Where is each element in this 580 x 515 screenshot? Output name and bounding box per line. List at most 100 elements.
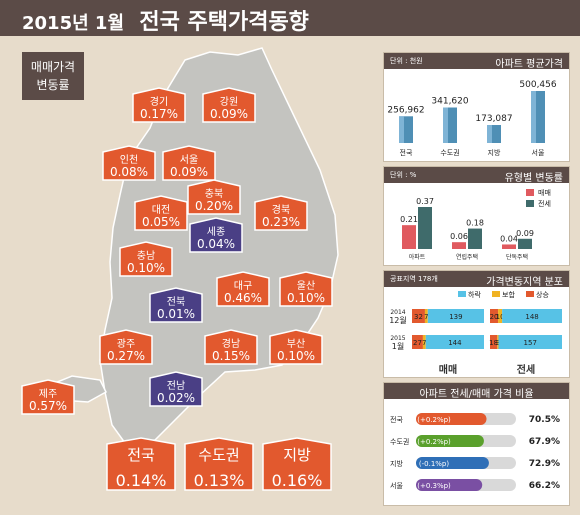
ratio-bar: [416, 457, 489, 469]
dist-legend-swatch: [526, 291, 534, 297]
type-value: 0.37: [416, 197, 434, 206]
region-value: 0.02%: [157, 391, 195, 405]
dist-segment: [424, 309, 428, 323]
ratio-bar: [416, 413, 487, 425]
type-bar: [468, 228, 482, 249]
region-badge: [99, 329, 153, 365]
region-name: 전국: [127, 446, 155, 464]
dist-value: 32: [414, 313, 423, 321]
region-badge: [149, 287, 203, 323]
dist-group-label: 전세: [517, 363, 535, 376]
region-name: 인천: [120, 154, 138, 166]
dist-segment: [498, 335, 562, 349]
region-name: 강원: [220, 96, 238, 108]
avg-price-value: 173,087: [475, 114, 512, 124]
dist-period-month: 12월: [389, 315, 407, 325]
ratio-category: 수도권: [390, 438, 409, 446]
dist-segment: [490, 309, 499, 323]
dist-legend-label: 하락: [468, 290, 481, 299]
region-badge: [187, 179, 241, 215]
dist-segment: [498, 309, 503, 323]
type-legend-label: 전세: [538, 199, 551, 208]
region-name: 충남: [137, 250, 155, 262]
type-bar: [452, 242, 466, 249]
region-badge: [279, 271, 333, 307]
region-label-summary1: 수도권 0.13%: [184, 437, 254, 491]
region-value: 0.10%: [127, 261, 165, 275]
region-badge: [21, 379, 75, 415]
region-label-r3: 서울0.09%: [162, 145, 216, 181]
legend-line-1: 매매가격: [30, 60, 76, 74]
region-badge: [106, 437, 176, 491]
ratio-change: (+0.2%p): [417, 438, 451, 446]
panel-type-change: 단위 : % 유형별 변동률 매매 전세 0.21 0.37 아파트 0.06 0.18 연립주…: [383, 166, 570, 266]
dist-legend-swatch: [458, 291, 466, 297]
region-value: 0.08%: [110, 165, 148, 179]
region-name: 전북: [167, 296, 185, 308]
type-category: 아파트: [409, 253, 426, 261]
dist-segment: [490, 335, 498, 349]
region-value: 0.46%: [224, 291, 262, 305]
dist-group-label: 매매: [439, 363, 457, 376]
region-value: 0.20%: [195, 199, 233, 213]
region-badge: [149, 371, 203, 407]
region-value: 0.27%: [107, 349, 145, 363]
region-value: 0.17%: [140, 107, 178, 121]
dist-value: 10: [496, 313, 505, 321]
region-label-r13: 경남0.15%: [204, 329, 258, 365]
region-label-r0: 경기0.17%: [132, 87, 186, 123]
avg-price-bar-shade: [399, 116, 404, 143]
dist-legend-label: 상승: [536, 290, 549, 299]
ratio-value: 66.2%: [529, 481, 560, 491]
region-value: 0.09%: [170, 165, 208, 179]
region-name: 부산: [287, 338, 305, 350]
korea-map: 경기0.17%강원0.09%인천0.08%서울0.09%충북0.20%대전0.0…: [21, 47, 339, 491]
ratio-category: 전국: [390, 415, 403, 424]
panel1-unit: 단위 : 천원: [390, 57, 423, 65]
type-bar: [518, 238, 532, 249]
ratio-category: 서울: [390, 481, 403, 490]
type-value: 0.06: [450, 232, 468, 241]
panel2-title: 유형별 변동률: [504, 173, 563, 184]
ratio-value: 72.9%: [529, 459, 560, 469]
region-name: 지방: [283, 446, 311, 464]
dist-value: 3: [496, 339, 500, 347]
dist-period-year: 2015: [390, 335, 405, 342]
ratio-value: 70.5%: [529, 415, 560, 425]
dist-legend-swatch: [492, 291, 500, 297]
dist-segment: [427, 309, 484, 323]
region-value: 0.57%: [29, 399, 67, 413]
type-value: 0.09: [516, 229, 534, 238]
dist-segment: [412, 335, 423, 349]
dist-segment: [425, 335, 484, 349]
region-value: 0.04%: [197, 237, 235, 251]
dist-legend-label: 보합: [502, 290, 515, 299]
panel2-unit: 단위 : %: [390, 171, 417, 179]
ratio-change: (-0.1%p): [419, 460, 449, 468]
region-value: 0.01%: [157, 307, 195, 321]
region-badge: [204, 329, 258, 365]
avg-price-category: 서울: [532, 148, 545, 157]
region-label-r5: 대전0.05%: [134, 195, 188, 231]
region-badge: [254, 195, 308, 231]
region-name: 서울: [180, 154, 198, 166]
type-bar: [502, 244, 516, 249]
type-value: 0.21: [400, 215, 418, 224]
dist-value: 27: [413, 339, 422, 347]
title-bar: 2015년 1월 전국 주택가격동향: [0, 0, 580, 36]
dist-segment: [497, 335, 499, 349]
type-legend-label: 매매: [538, 189, 551, 197]
region-label-summary2: 지방 0.16%: [262, 437, 332, 491]
avg-price-bar-shade: [443, 107, 448, 143]
panel-ratio: 아파트 전세/매매 가격 비율 전국 (+0.2%p) 70.5% 수도권 (+0.2%…: [383, 382, 570, 506]
avg-price-category: 전국: [400, 148, 413, 157]
region-value: 0.14%: [116, 471, 167, 490]
dist-period-month: 1월: [392, 341, 404, 351]
ratio-change: (+0.3%p): [417, 482, 451, 490]
panel3-note: 공표지역 178개: [390, 275, 438, 283]
region-label-r8: 충남0.10%: [119, 241, 173, 277]
region-label-r12: 광주0.27%: [99, 329, 153, 365]
title-year: 2015년 1월: [22, 13, 125, 34]
region-badge: [216, 271, 270, 307]
